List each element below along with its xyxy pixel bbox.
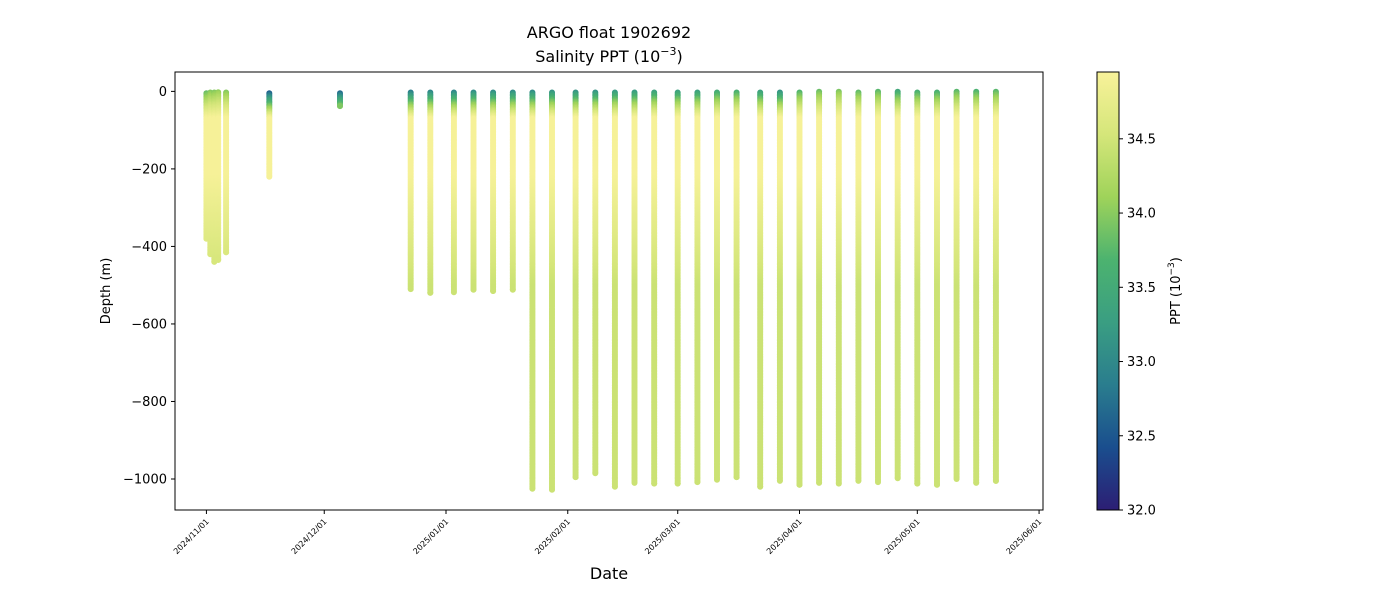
data-point (407, 286, 414, 293)
data-point (611, 483, 618, 490)
data-point (337, 103, 343, 110)
profile-2025-01-13 (490, 89, 497, 294)
chart-title: ARGO float 1902692 (527, 23, 691, 42)
data-point (223, 249, 230, 256)
data-point (674, 480, 681, 487)
profile-2025-03-01 (674, 89, 681, 487)
profile-2025-02-03 (572, 89, 579, 481)
data-point (694, 479, 701, 486)
profile-2025-03-22 (757, 89, 764, 490)
data-point (651, 480, 658, 487)
data-point (470, 286, 477, 293)
data-point (631, 479, 638, 486)
profile-2025-03-16 (733, 89, 740, 481)
profile-2025-03-11 (714, 89, 720, 483)
profile-2025-04-01 (796, 89, 803, 488)
profile-2025-03-06 (694, 89, 701, 486)
data-point (427, 289, 434, 296)
data-point (215, 257, 222, 263)
data-point (529, 485, 536, 492)
profile-2025-03-27 (776, 89, 783, 484)
profile-2025-04-06 (816, 88, 823, 486)
data-point (509, 286, 516, 293)
data-point (757, 483, 764, 490)
profile-2025-01-18 (509, 89, 516, 293)
profile-2024-12-05 (337, 90, 343, 110)
profile-2025-01-03 (450, 89, 457, 296)
profile-2024-11-17 (266, 90, 273, 180)
data-point (796, 481, 803, 488)
data-point (490, 288, 497, 294)
data-point (592, 470, 599, 477)
data-point (450, 289, 457, 296)
profile-2025-01-28 (549, 89, 555, 493)
profile-2024-11-06 (223, 89, 230, 256)
profile-2025-01-23 (529, 89, 536, 492)
chart-subtitle-exponent: −3 (660, 45, 676, 58)
profile-2025-02-23 (651, 89, 658, 487)
data-point (714, 476, 720, 483)
profile-2025-02-08 (592, 89, 599, 477)
profile-2024-11-04 (215, 89, 222, 263)
chart-subtitle-prefix: Salinity PPT (10 (535, 47, 660, 66)
scatter-points (203, 88, 999, 493)
data-point (776, 477, 783, 484)
profile-2024-12-28 (427, 89, 434, 296)
data-point (266, 173, 273, 180)
chart-subtitle-suffix: ) (677, 47, 683, 66)
profile-2025-02-13 (611, 89, 618, 490)
chart-subtitle: Salinity PPT (10−3) (535, 45, 683, 66)
data-point (572, 474, 579, 481)
data-point (733, 474, 740, 481)
profile-2025-01-08 (470, 89, 477, 293)
data-point (549, 486, 555, 493)
profile-2025-02-18 (631, 89, 638, 486)
profile-2024-12-23 (407, 89, 414, 293)
